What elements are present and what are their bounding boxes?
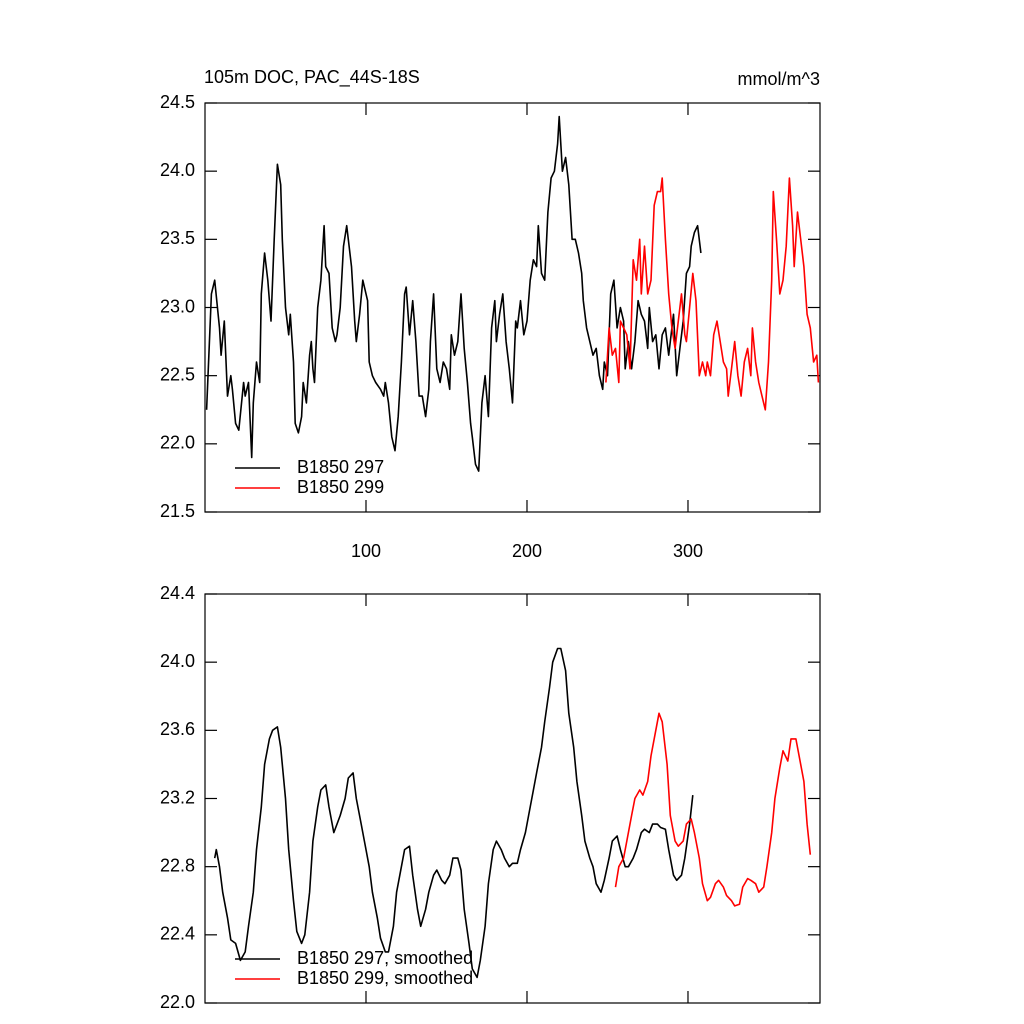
legend-label: B1850 297, smoothed bbox=[297, 948, 473, 968]
plot-frame bbox=[204, 102, 821, 513]
y-tick-label: 24.0 bbox=[160, 651, 195, 671]
data-line bbox=[213, 647, 694, 979]
y-tick-label: 23.2 bbox=[160, 787, 195, 807]
plot-frame bbox=[204, 593, 821, 1004]
y-tick-label: 24.0 bbox=[160, 160, 195, 180]
y-tick-label: 23.6 bbox=[160, 719, 195, 739]
legend-label: B1850 297 bbox=[297, 457, 384, 477]
data-line bbox=[614, 712, 812, 907]
data-line bbox=[205, 115, 702, 472]
legend-label: B1850 299, smoothed bbox=[297, 968, 473, 988]
y-tick-label: 21.5 bbox=[160, 501, 195, 521]
y-tick-label: 22.0 bbox=[160, 992, 195, 1012]
y-tick-label: 23.5 bbox=[160, 228, 195, 248]
legend-label: B1850 299 bbox=[297, 477, 384, 497]
data-line bbox=[605, 177, 820, 411]
x-tick-label: 100 bbox=[351, 541, 381, 561]
y-tick-label: 23.0 bbox=[160, 296, 195, 316]
x-tick-label: 200 bbox=[512, 541, 542, 561]
x-tick-label: 300 bbox=[673, 541, 703, 561]
y-tick-label: 24.5 bbox=[160, 92, 195, 112]
y-tick-label: 22.5 bbox=[160, 364, 195, 384]
units-label: mmol/m^3 bbox=[738, 69, 820, 89]
y-tick-label: 22.0 bbox=[160, 433, 195, 453]
y-tick-label: 22.8 bbox=[160, 855, 195, 875]
y-tick-label: 22.4 bbox=[160, 924, 195, 944]
y-tick-label: 24.4 bbox=[160, 583, 195, 603]
chart-title: 105m DOC, PAC_44S-18S bbox=[204, 67, 420, 88]
